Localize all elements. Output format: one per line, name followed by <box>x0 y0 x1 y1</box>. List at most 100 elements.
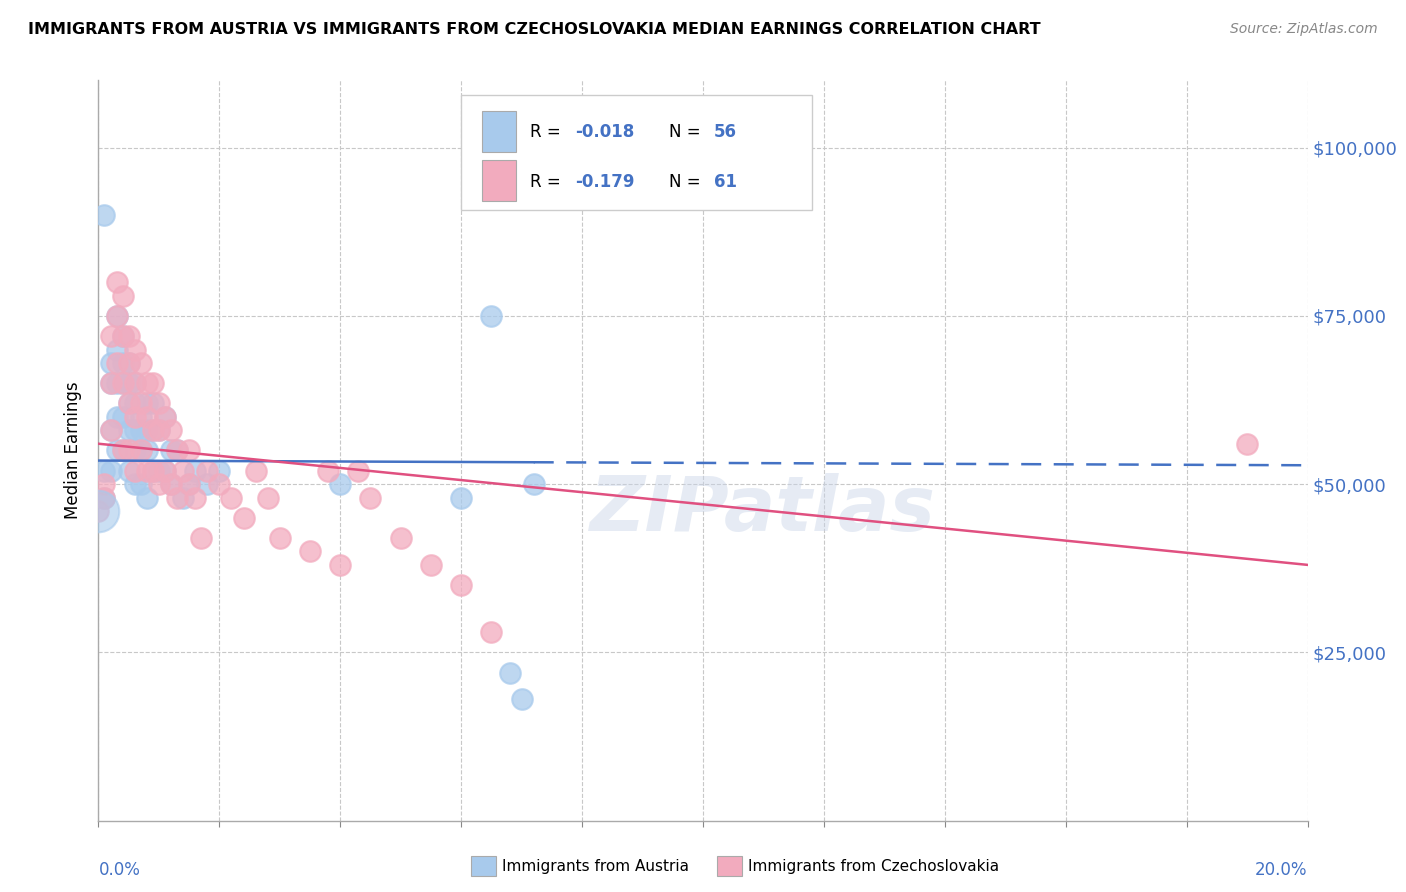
Point <box>1236 436 1258 450</box>
Point <box>450 491 472 505</box>
Point <box>245 464 267 478</box>
Point <box>148 423 170 437</box>
Point <box>190 531 212 545</box>
Text: 56: 56 <box>714 123 737 141</box>
Point <box>129 409 152 424</box>
Point <box>129 443 152 458</box>
FancyBboxPatch shape <box>461 95 811 210</box>
Point <box>135 464 157 478</box>
Point <box>105 309 128 323</box>
Point <box>148 464 170 478</box>
Point <box>129 477 152 491</box>
Text: 20.0%: 20.0% <box>1256 862 1308 880</box>
Point <box>100 423 122 437</box>
Point <box>118 396 141 410</box>
Point <box>153 409 176 424</box>
Point <box>111 409 134 424</box>
Text: R =: R = <box>530 123 567 141</box>
Text: -0.018: -0.018 <box>575 123 634 141</box>
Text: IMMIGRANTS FROM AUSTRIA VS IMMIGRANTS FROM CZECHOSLOVAKIA MEDIAN EARNINGS CORREL: IMMIGRANTS FROM AUSTRIA VS IMMIGRANTS FR… <box>28 22 1040 37</box>
Text: N =: N = <box>669 123 706 141</box>
Point <box>208 477 231 491</box>
Point <box>153 464 176 478</box>
Point <box>142 376 165 391</box>
Point <box>111 443 134 458</box>
Point <box>221 491 243 505</box>
FancyBboxPatch shape <box>482 161 516 201</box>
Point <box>329 477 352 491</box>
Point <box>124 409 146 424</box>
Point <box>142 464 165 478</box>
Point <box>118 356 141 370</box>
Point <box>135 396 157 410</box>
Point <box>450 578 472 592</box>
Point <box>111 329 134 343</box>
Point <box>118 423 141 437</box>
Point <box>105 275 128 289</box>
Point <box>118 376 141 391</box>
Point <box>118 443 141 458</box>
Point <box>105 309 128 323</box>
Point <box>232 510 254 524</box>
Point <box>195 464 218 478</box>
Point <box>166 491 188 505</box>
Point <box>142 423 165 437</box>
Point <box>111 443 134 458</box>
Point <box>160 443 183 458</box>
Point <box>105 343 128 357</box>
Point <box>124 464 146 478</box>
Point <box>481 625 503 640</box>
Point <box>124 343 146 357</box>
Point <box>153 464 176 478</box>
Text: 0.0%: 0.0% <box>98 862 141 880</box>
Text: ZIPatlas: ZIPatlas <box>591 473 936 547</box>
Point <box>160 477 183 491</box>
Point <box>498 665 520 680</box>
Point <box>105 443 128 458</box>
Point <box>347 464 370 478</box>
Point <box>523 477 546 491</box>
Text: Source: ZipAtlas.com: Source: ZipAtlas.com <box>1230 22 1378 37</box>
Point <box>135 491 157 505</box>
Point <box>316 464 339 478</box>
Point <box>124 376 146 391</box>
Point <box>118 464 141 478</box>
Point <box>100 376 122 391</box>
Point <box>111 288 134 302</box>
Point <box>135 376 157 391</box>
Point <box>510 692 533 706</box>
Point <box>160 477 183 491</box>
Point <box>129 356 152 370</box>
Point <box>256 491 278 505</box>
Point <box>360 491 382 505</box>
Point <box>153 409 176 424</box>
Point <box>111 329 134 343</box>
Point <box>111 356 134 370</box>
Point <box>129 423 152 437</box>
Point <box>129 443 152 458</box>
Point <box>142 396 165 410</box>
Point <box>172 464 194 478</box>
Text: 61: 61 <box>714 173 737 191</box>
Text: Immigrants from Austria: Immigrants from Austria <box>502 859 689 873</box>
Point <box>118 329 141 343</box>
Point <box>179 477 201 491</box>
Point <box>105 376 128 391</box>
Point <box>166 443 188 458</box>
Point <box>420 558 443 572</box>
Point <box>124 477 146 491</box>
Point <box>135 423 157 437</box>
Point <box>87 504 110 518</box>
Point <box>93 464 115 478</box>
Point <box>299 544 322 558</box>
Point <box>166 443 188 458</box>
Y-axis label: Median Earnings: Median Earnings <box>65 382 83 519</box>
Point <box>100 464 122 478</box>
Point <box>87 504 110 518</box>
Point <box>160 423 183 437</box>
Point <box>100 329 122 343</box>
Point <box>124 443 146 458</box>
Point <box>111 376 134 391</box>
Point <box>118 356 141 370</box>
Point <box>148 396 170 410</box>
